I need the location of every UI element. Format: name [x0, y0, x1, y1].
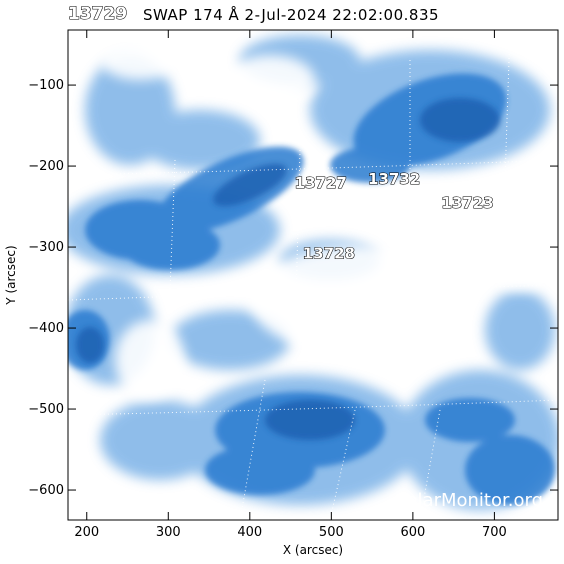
active-region-labels: 13727 13732 13723 13728	[294, 169, 494, 263]
y-tick-label: −300	[28, 240, 64, 255]
x-tick-label: 200	[74, 525, 99, 540]
x-tick-label: 700	[482, 525, 507, 540]
euv-image	[68, 30, 558, 520]
y-tick-label: −200	[28, 159, 64, 174]
corner-region-label: 13729	[68, 4, 127, 24]
active-region-label: 13727	[295, 174, 347, 192]
plot-frame	[67, 29, 559, 521]
x-tick-label: 400	[237, 525, 262, 540]
y-tick-label: −100	[28, 78, 64, 93]
active-region-label: 13732	[368, 170, 420, 188]
image-title: SWAP 174 Å 2-Jul-2024 22:02:00.835	[143, 6, 440, 24]
watermark: SolarMonitor.org	[395, 490, 543, 511]
y-axis-title: Y (arcsec)	[4, 245, 18, 305]
x-tick-label: 500	[319, 525, 344, 540]
active-region-label: 13728	[303, 244, 355, 262]
active-region-label: 13723	[441, 194, 493, 212]
y-tick-label: −500	[28, 402, 64, 417]
y-axis-ticks: −100 −200 −300 −400 −500 −600	[28, 78, 558, 498]
y-tick-label: −400	[28, 321, 64, 336]
x-axis-ticks: 200 300 400 500 600 700	[74, 30, 507, 540]
y-tick-label: −600	[28, 483, 64, 498]
x-axis-title: X (arcsec)	[283, 543, 343, 557]
x-tick-label: 600	[400, 525, 425, 540]
x-tick-label: 300	[156, 525, 181, 540]
